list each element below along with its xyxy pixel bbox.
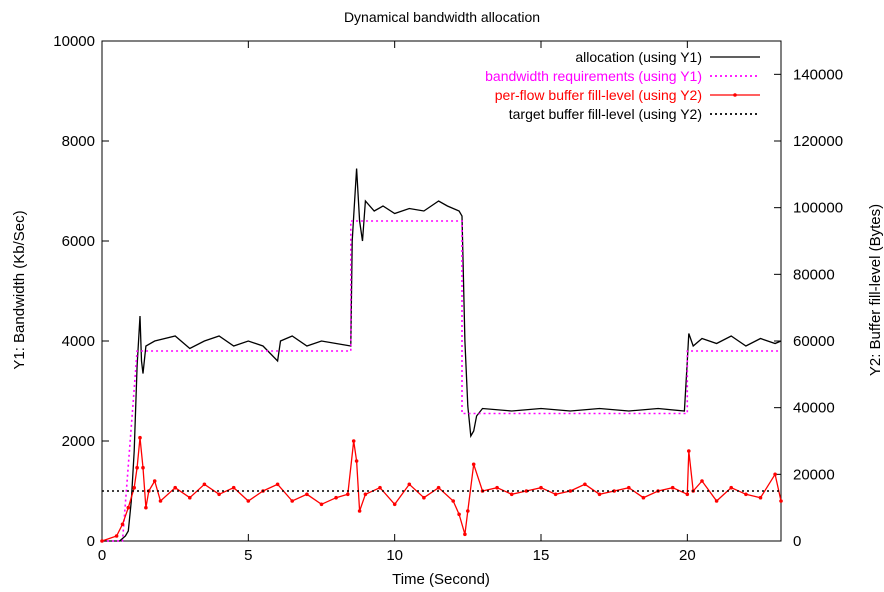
y1-tick-label: 2000 (62, 433, 95, 450)
y2-tick-label: 20000 (793, 466, 835, 483)
series-point (141, 465, 145, 470)
series-point (319, 502, 324, 507)
y2-tick-label: 120000 (793, 133, 843, 150)
series-point (392, 502, 397, 507)
series-line-2 (101, 437, 782, 542)
series-point (378, 485, 382, 490)
series-point (173, 485, 177, 490)
x-axis-ticks: 0 5 10 15 20 (98, 41, 696, 564)
x-tick-label: 10 (386, 547, 403, 564)
x-axis-label: Time (Second) (392, 571, 490, 588)
series-point (246, 499, 251, 503)
legend: allocation (using Y1) bandwidth requireme… (485, 49, 760, 122)
series-point (290, 499, 295, 503)
series-point (700, 479, 704, 483)
y1-tick-label: 0 (87, 533, 95, 550)
series-point (509, 492, 514, 497)
y2-tick-label: 40000 (793, 400, 835, 417)
y1-tick-label: 4000 (62, 333, 95, 350)
x-tick-label: 5 (244, 547, 252, 564)
series-point (152, 479, 157, 483)
series-point (354, 459, 359, 463)
series-point (729, 485, 733, 490)
series-line-1 (102, 220, 781, 542)
series-point (363, 492, 368, 497)
series-point (687, 449, 691, 453)
series-point (539, 485, 543, 490)
series-point (744, 492, 748, 497)
y2-tick-label: 0 (793, 533, 801, 550)
series-point (138, 435, 142, 440)
series-point (568, 489, 573, 493)
series-point (407, 482, 412, 487)
series-point (422, 495, 426, 500)
series-point (524, 489, 529, 493)
series-point (457, 512, 461, 517)
series-point (120, 522, 125, 527)
y1-tick-label: 8000 (62, 133, 95, 150)
y2-axis-label: Y2: Buffer fill-level (Bytes) (867, 204, 884, 376)
series-point (357, 509, 362, 513)
x-tick-label: 0 (98, 547, 106, 564)
series-point (553, 492, 558, 497)
series-point (463, 532, 467, 537)
legend-label: bandwidth requirements (using Y1) (485, 68, 702, 84)
series-point (231, 485, 236, 490)
series-point (685, 492, 690, 497)
series-point (466, 509, 470, 513)
series-point (334, 495, 338, 500)
legend-swatch-point (733, 93, 737, 97)
series-point (114, 534, 119, 538)
series-point (471, 462, 476, 467)
series-point (132, 485, 136, 490)
y2-axis-ticks: 0 20000 40000 60000 80000 100000 120000 140000 (774, 66, 843, 550)
x-tick-label: 20 (679, 547, 696, 564)
series-point (188, 495, 192, 500)
series-point (135, 465, 139, 470)
series-point (126, 505, 131, 510)
series-point (217, 492, 221, 497)
legend-label: per-flow buffer fill-level (using Y2) (495, 87, 702, 103)
series-point (612, 489, 616, 493)
series-line-0 (102, 168, 782, 542)
chart-title: Dynamical bandwidth allocation (344, 9, 540, 25)
series-point (436, 485, 441, 490)
y2-tick-label: 140000 (793, 66, 843, 83)
y2-tick-label: 100000 (793, 200, 843, 217)
series-point (346, 492, 350, 497)
series-point (758, 495, 763, 500)
series-point (351, 439, 356, 443)
series-point (495, 485, 499, 490)
series-layer (100, 168, 783, 543)
series-point (670, 485, 675, 490)
y1-axis-label: Y1: Bandwidth (Kb/Sec) (11, 210, 28, 369)
y1-tick-label: 10000 (53, 33, 95, 50)
y2-tick-label: 80000 (793, 266, 835, 283)
series-point (275, 482, 280, 487)
series-point (583, 482, 587, 487)
y1-axis-ticks: 0 2000 4000 6000 8000 10000 (53, 33, 109, 550)
series-point (202, 482, 207, 487)
x-tick-label: 15 (533, 547, 550, 564)
series-point (100, 539, 104, 543)
series-point (773, 472, 777, 477)
series-point (714, 499, 719, 503)
series-point (627, 485, 631, 490)
series-point (144, 505, 148, 510)
legend-label: allocation (using Y1) (575, 49, 702, 65)
y1-tick-label: 6000 (62, 233, 95, 250)
series-point (641, 495, 646, 500)
legend-label: target buffer fill-level (using Y2) (509, 106, 702, 122)
series-point (158, 499, 163, 503)
series-point (451, 499, 456, 503)
series-point (597, 492, 602, 497)
y2-tick-label: 60000 (793, 333, 835, 350)
series-point (779, 499, 783, 503)
series-point (305, 492, 309, 497)
plot-frame (101, 40, 782, 542)
